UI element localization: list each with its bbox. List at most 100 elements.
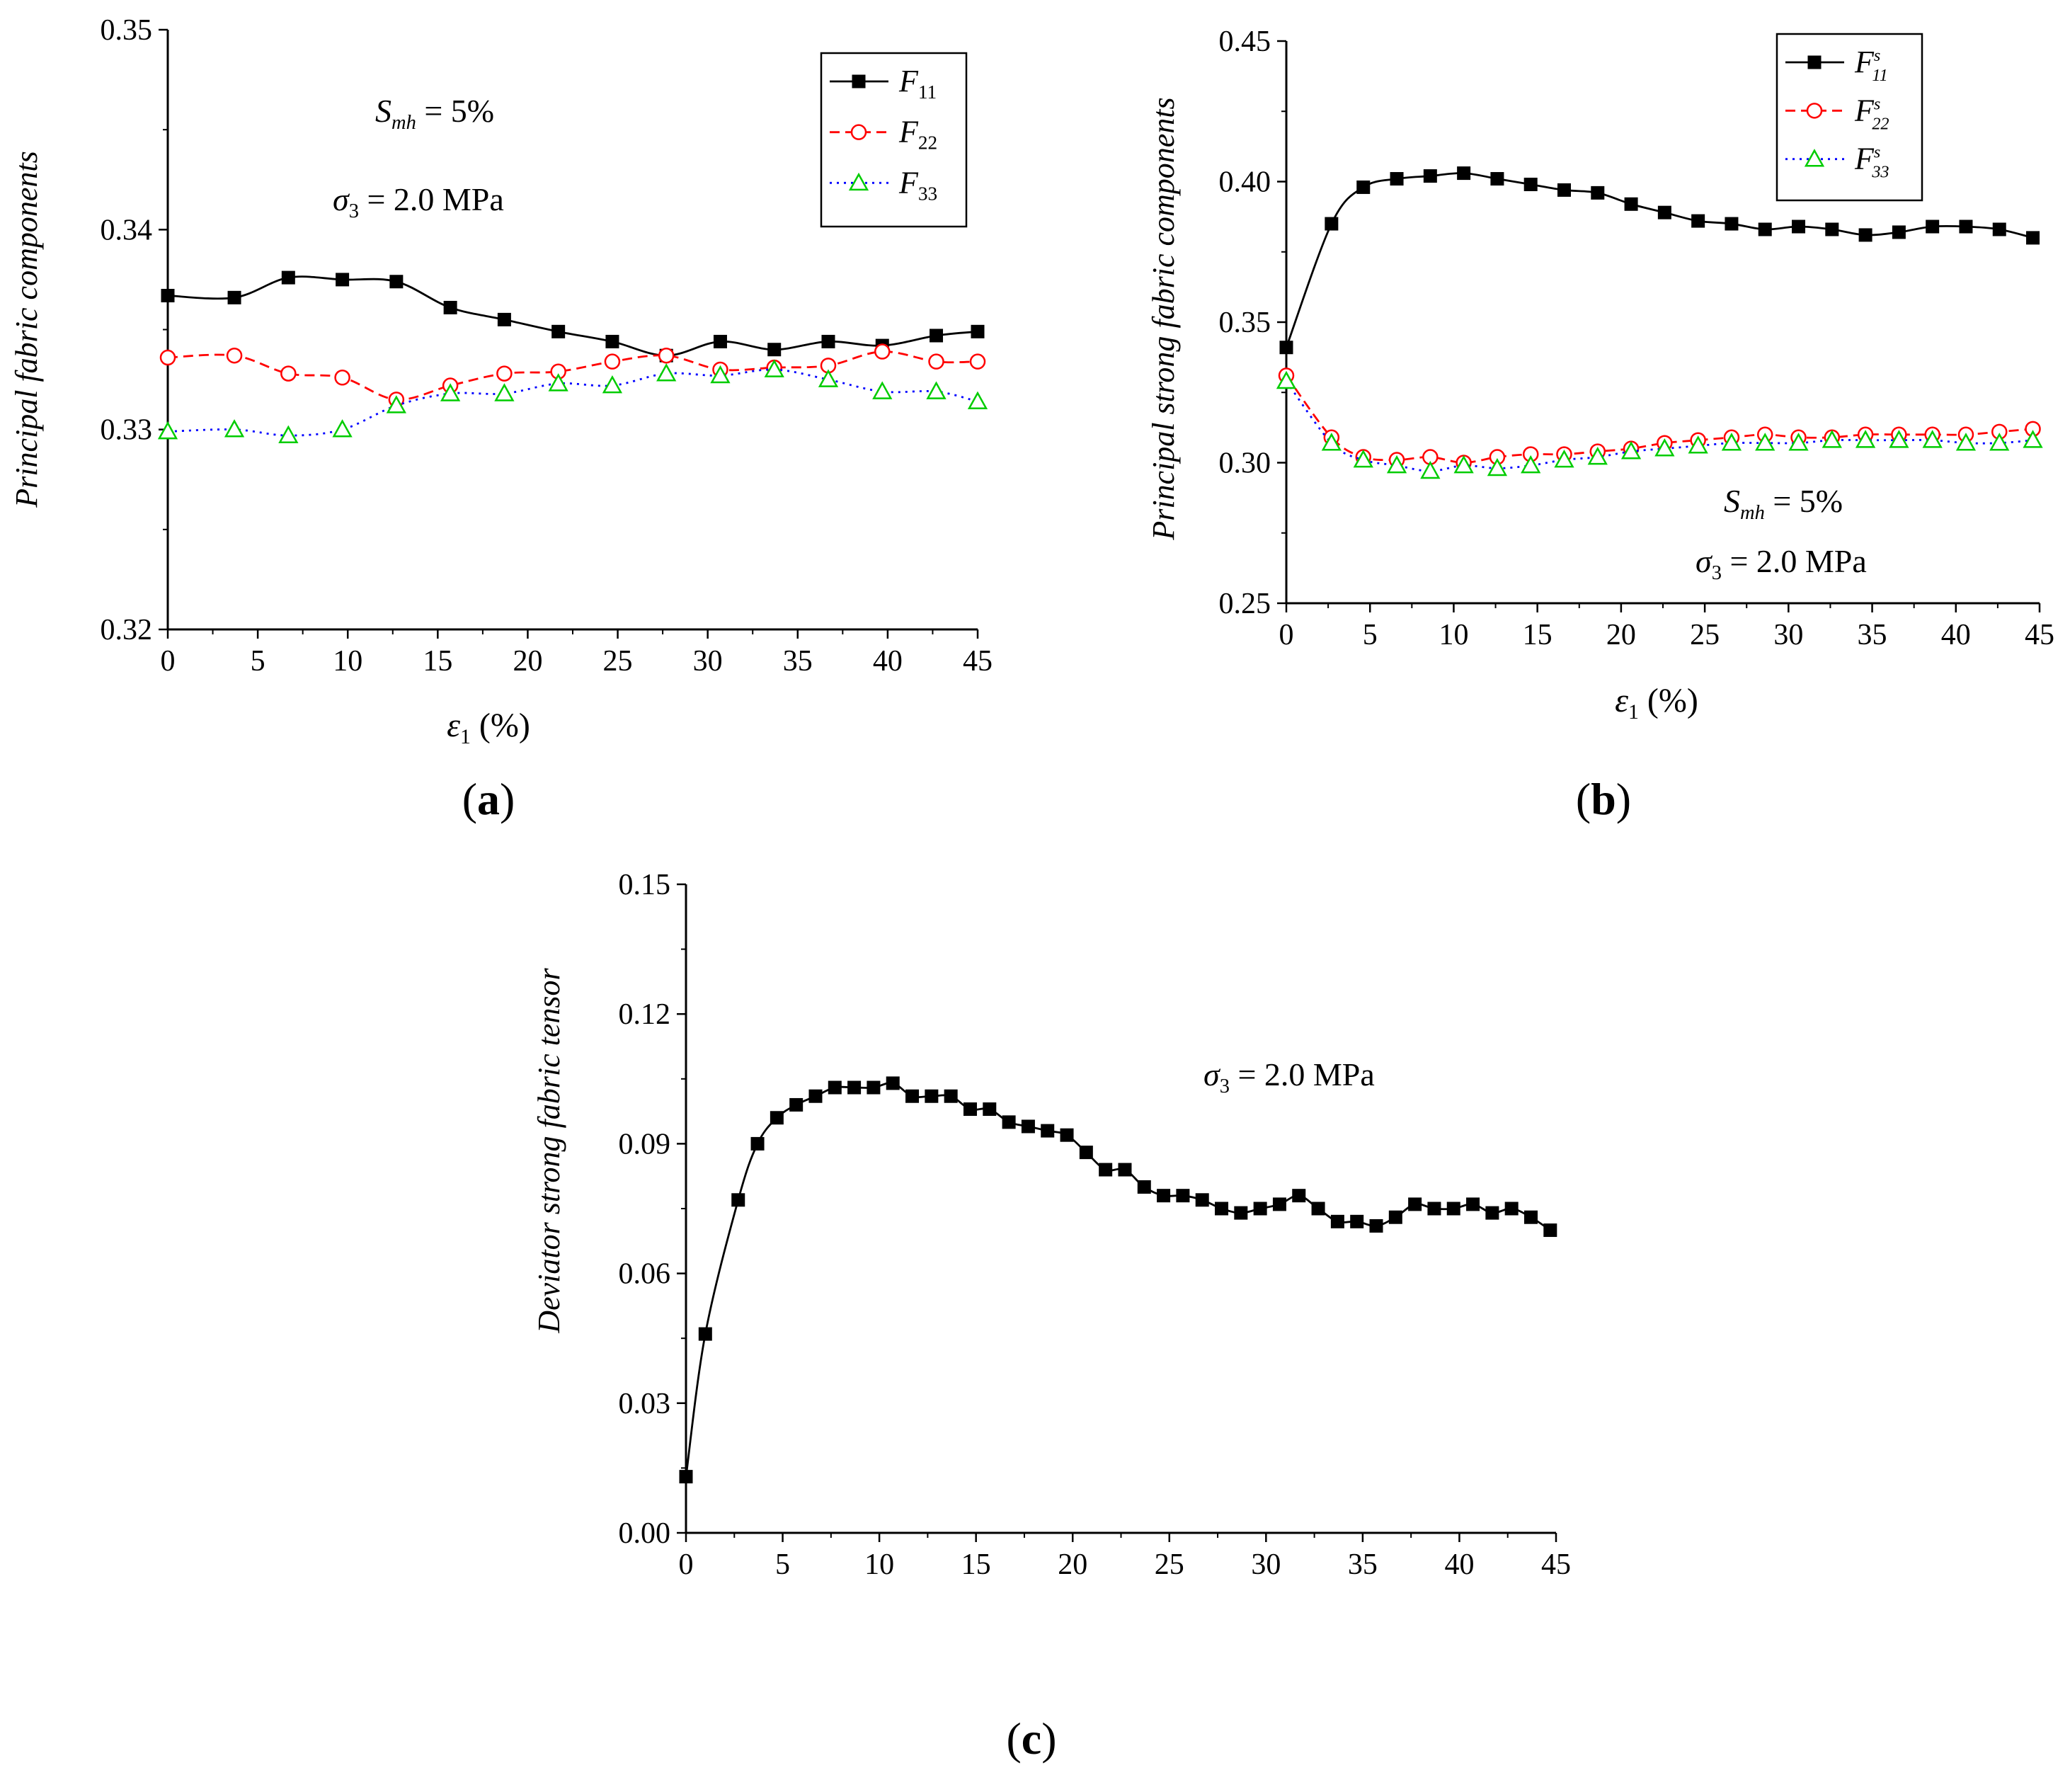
marker-square-5 — [1457, 166, 1471, 181]
marker-square-7 — [828, 1080, 842, 1095]
marker-square-8 — [1557, 183, 1571, 197]
x-tick-label: 30 — [1251, 1548, 1281, 1581]
annotation-1-sub: 3 — [1220, 1075, 1230, 1097]
marker-square-24 — [1157, 1189, 1171, 1203]
legend-label-base: F — [1854, 93, 1875, 127]
legend-label-sub: 33 — [1871, 163, 1889, 182]
marker-square-13 — [1725, 217, 1739, 231]
marker-square-7 — [551, 324, 566, 338]
marker-triangle-16 — [1822, 430, 1842, 448]
x-tick-label: 45 — [2025, 619, 2054, 651]
marker-square-2 — [1356, 180, 1371, 194]
legend-label-sup: s — [1874, 46, 1880, 65]
marker-square-20 — [1959, 219, 1973, 234]
x-tick-label: 45 — [963, 645, 993, 678]
marker-circle-6 — [496, 365, 513, 382]
annotation-2-sub: 3 — [1712, 562, 1722, 584]
annotation-1: Smh = 5% — [1724, 483, 1843, 524]
x-tick-label: 25 — [1155, 1548, 1184, 1581]
y-axis-title: Deviator strong fabric tensor — [532, 967, 566, 1333]
annotation-1-var: S — [1724, 483, 1740, 519]
annotation-1-rest: = 5% — [416, 93, 494, 129]
marker-square-12 — [925, 1089, 939, 1103]
marker-square-35 — [1369, 1219, 1383, 1233]
marker-square-10 — [886, 1076, 900, 1090]
x-tick-label: 15 — [961, 1548, 991, 1581]
marker-square-5 — [789, 1097, 804, 1112]
x-tick-label: 40 — [1444, 1548, 1474, 1581]
marker-square-4 — [1423, 169, 1437, 183]
marker-triangle-14 — [1755, 433, 1775, 451]
marker-square-17 — [1858, 228, 1872, 242]
marker-circle-0 — [159, 349, 176, 366]
legend-label-3: F33 — [898, 165, 937, 204]
marker-square-21 — [1992, 222, 2006, 236]
marker-square-44 — [1543, 1223, 1557, 1238]
y-axis-title: Principal strong fabric components — [1146, 97, 1181, 540]
marker-square-5 — [443, 300, 457, 314]
x-tick-label: 40 — [873, 645, 903, 678]
marker-triangle-6 — [494, 383, 515, 401]
x-tick-label: 0 — [161, 645, 176, 678]
marker-square-legend-0 — [852, 74, 866, 89]
annotation-1: Smh = 5% — [375, 93, 494, 134]
marker-triangle-13 — [872, 381, 893, 399]
marker-square-11 — [1657, 205, 1671, 219]
marker-triangle-12 — [1688, 435, 1708, 454]
y-tick-label: 0.33 — [101, 414, 153, 447]
legend-label-sub: 33 — [918, 183, 937, 204]
x-tick-label: 35 — [1348, 1548, 1378, 1581]
marker-square-11 — [905, 1089, 920, 1103]
x-tick-label: 25 — [1690, 619, 1720, 651]
marker-square-21 — [1099, 1163, 1113, 1177]
y-tick-label: 0.25 — [1219, 588, 1271, 620]
x-axis-title-unit: (%) — [471, 707, 530, 744]
marker-square-8 — [847, 1080, 862, 1095]
x-tick-label: 30 — [1773, 619, 1803, 651]
y-tick-label: 0.00 — [619, 1517, 671, 1550]
marker-square-6 — [808, 1089, 823, 1103]
marker-square-3 — [1390, 172, 1404, 186]
marker-square-13 — [944, 1089, 958, 1103]
marker-square-6 — [497, 312, 511, 326]
panel-label: (c) — [1006, 1713, 1056, 1764]
chart-panel-1: 0 5 10 15 20 25 30 35 40 45 0.32 0.33 0.34 0.35 Princi… — [9, 14, 993, 824]
x-tick-label: 0 — [679, 1548, 694, 1581]
marker-triangle-10 — [1620, 441, 1642, 460]
series-3 — [1276, 370, 2043, 479]
marker-triangle-9 — [656, 363, 677, 382]
annotation-1: σ3 = 2.0 MPa — [1203, 1056, 1375, 1097]
marker-triangle-legend-2 — [1804, 149, 1825, 167]
y-tick-label: 0.15 — [619, 869, 671, 901]
series-1 — [679, 1076, 1557, 1484]
marker-circle-1 — [226, 347, 243, 364]
annotation-1-rest: = 2.0 MPa — [1230, 1056, 1375, 1092]
y-tick-label: 0.06 — [619, 1258, 671, 1291]
legend-label-sub: 22 — [918, 132, 937, 154]
marker-circle-legend-1 — [1806, 103, 1823, 119]
marker-square-2 — [281, 270, 295, 285]
panel-label-letter: c — [1022, 1713, 1041, 1764]
legend-label-sub: 11 — [1872, 66, 1887, 85]
x-tick-label: 20 — [1058, 1548, 1087, 1581]
marker-square-34 — [1350, 1214, 1364, 1228]
legend-label-base: F — [1854, 142, 1875, 176]
y-tick-label: 0.32 — [101, 614, 153, 646]
marker-square-15 — [983, 1102, 997, 1117]
marker-triangle-10 — [710, 365, 731, 384]
marker-triangle-22 — [2023, 430, 2043, 448]
marker-square-legend-0 — [1807, 55, 1822, 69]
marker-square-39 — [1446, 1202, 1460, 1216]
series-1 — [1279, 166, 2040, 355]
panel-label-open: ( — [462, 774, 477, 824]
marker-triangle-8 — [1554, 449, 1574, 468]
x-tick-label: 10 — [333, 645, 362, 678]
annotation-1-sub: mh — [391, 112, 416, 134]
marker-circle-15 — [969, 353, 986, 370]
y-tick-label: 0.35 — [1219, 307, 1271, 339]
legend-label-base: F — [1854, 45, 1875, 79]
marker-square-16 — [1825, 222, 1839, 236]
series-line — [167, 275, 978, 357]
y-tick-label: 0.09 — [619, 1128, 671, 1160]
